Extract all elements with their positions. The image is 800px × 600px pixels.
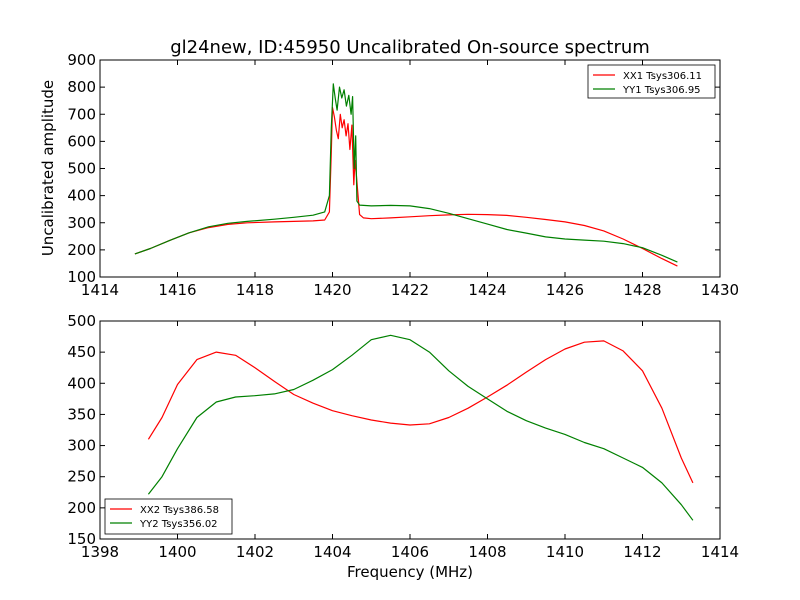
x-tick-label: 1418 xyxy=(236,281,274,299)
y-tick-label: 200 xyxy=(67,241,96,259)
y-tick-label: 250 xyxy=(67,468,96,486)
series-line-1 xyxy=(134,106,678,267)
x-tick-label: 1416 xyxy=(158,281,196,299)
y-tick-label: 350 xyxy=(67,405,96,423)
legend-label: XX1 Tsys306.11 xyxy=(623,71,702,82)
y-tick-label: 400 xyxy=(67,374,96,392)
legend-label: YY2 Tsys356.02 xyxy=(139,519,218,530)
series-line-2 xyxy=(147,334,694,521)
y-tick-label: 500 xyxy=(67,312,96,330)
x-tick-label: 1402 xyxy=(236,543,274,561)
x-tick-label: 1408 xyxy=(468,543,506,561)
x-tick-label: 1410 xyxy=(546,543,584,561)
legend-label: XX2 Tsys386.58 xyxy=(140,505,219,516)
x-tick-label: 1414 xyxy=(701,543,739,561)
legend-box xyxy=(587,64,716,99)
legend-label: YY1 Tsys306.95 xyxy=(622,85,701,96)
x-tick-label: 1424 xyxy=(468,281,506,299)
y-tick-label: 500 xyxy=(67,160,96,178)
x-tick-label: 1398 xyxy=(81,543,119,561)
y-tick-label: 150 xyxy=(67,530,96,548)
chart-title: gl24new, ID:45950 Uncalibrated On-source… xyxy=(170,37,650,58)
y-axis-label: Uncalibrated amplitude xyxy=(39,80,57,256)
series-group xyxy=(134,83,678,267)
y-tick-label: 600 xyxy=(67,132,96,150)
x-tick-label: 1404 xyxy=(313,543,351,561)
x-tick-label: 1428 xyxy=(623,281,661,299)
x-tick-label: 1412 xyxy=(623,543,661,561)
top-panel: 1414 1416 1418 1420 1422 1424 1426 1428 1430 100 2… xyxy=(67,51,739,299)
y-tick-label: 100 xyxy=(67,268,96,286)
y-tick-label: 300 xyxy=(67,437,96,455)
legend-box xyxy=(104,498,233,535)
y-tick-label: 300 xyxy=(67,214,96,232)
x-tick-label: 1406 xyxy=(391,543,429,561)
x-tick-label: 1430 xyxy=(701,281,739,299)
y-tick-label: 400 xyxy=(67,187,96,205)
x-tick-label: 1422 xyxy=(391,281,429,299)
y-tick-label: 800 xyxy=(67,78,96,96)
y-tick-label: 200 xyxy=(67,499,96,517)
x-tick-label: 1426 xyxy=(546,281,584,299)
series-line-2 xyxy=(134,83,678,263)
series-group xyxy=(147,334,694,521)
y-tick-label: 900 xyxy=(67,51,96,69)
series-line-1 xyxy=(147,340,694,484)
x-tick-label: 1414 xyxy=(81,281,119,299)
x-tick-label: 1420 xyxy=(313,281,351,299)
bottom-panel: 1398 1400 1402 1404 1406 1408 1410 1412 1414 150 2… xyxy=(67,312,739,561)
x-axis-label: Frequency (MHz) xyxy=(347,563,473,581)
y-tick-label: 700 xyxy=(67,105,96,123)
y-tick-label: 450 xyxy=(67,343,96,361)
x-tick-label: 1400 xyxy=(158,543,196,561)
